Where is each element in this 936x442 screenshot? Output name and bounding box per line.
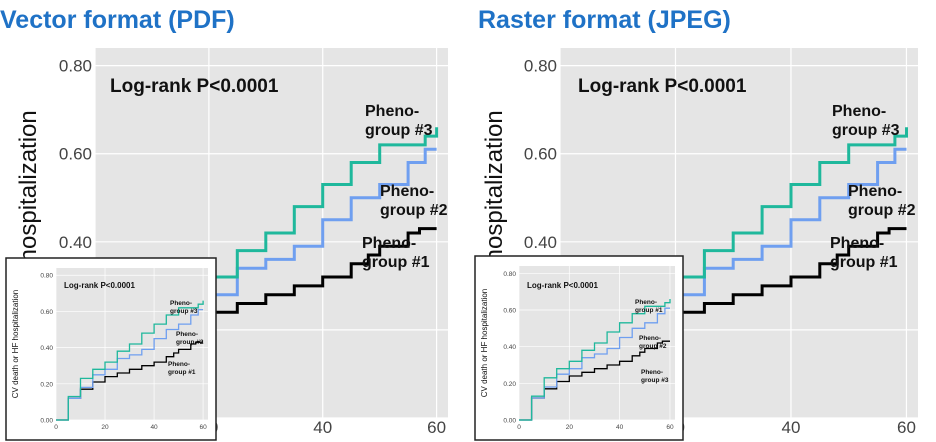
y-tick-label: 0.60 [524, 145, 557, 164]
inset-y-tick-label: 0.80 [503, 271, 516, 278]
inset-x-tick-label: 0 [517, 424, 521, 431]
series-label-3: group #3 [832, 122, 900, 139]
series-label-1: Pheno- [830, 235, 884, 252]
inset-series-line-3 [519, 299, 671, 421]
inset-series-label-3: Pheno- [170, 300, 192, 307]
panel-title-raster: Raster format (JPEG) [478, 6, 731, 34]
inset-y-tick-label: 0.00 [503, 418, 516, 425]
inset-series-label-1: group #1 [168, 369, 196, 376]
series-label-3: Pheno- [365, 103, 419, 120]
y-tick-label: 0.80 [59, 57, 92, 76]
logrank-annotation: Log-rank P<0.0001 [578, 76, 747, 97]
series-label-3: group #3 [365, 122, 433, 139]
inset-y-tick-label: 0.40 [40, 345, 53, 352]
inset-series-label-3: group #3 [170, 308, 198, 315]
series-label-2: Pheno- [380, 183, 434, 200]
logrank-annotation: Log-rank P<0.0001 [110, 76, 279, 97]
inset-series-label-3: Pheno- [641, 369, 663, 376]
inset-x-tick-label: 40 [150, 424, 158, 431]
y-tick-label: 0.60 [59, 145, 92, 164]
inset-x-tick-label: 0 [54, 424, 58, 431]
inset-series-label-1: Pheno- [168, 361, 190, 368]
inset-series-line-1 [519, 340, 670, 421]
x-tick-label: 40 [313, 418, 332, 437]
inset-series-label-2: group #2 [639, 343, 667, 350]
series-label-1: Pheno- [362, 235, 416, 252]
inset-series-label-1: group #1 [635, 307, 663, 314]
inset-y-axis-label: CV death or HF hospitalization [11, 290, 20, 399]
inset-series-label-2: Pheno- [639, 335, 661, 342]
panel-title-vector: Vector format (PDF) [0, 6, 235, 34]
inset-series-label-2: Pheno- [176, 331, 198, 338]
series-label-3: Pheno- [832, 103, 886, 120]
inset-logrank-annotation: Log-rank P<0.0001 [64, 281, 135, 290]
series-label-2: Pheno- [848, 183, 902, 200]
inset-y-tick-label: 0.00 [40, 418, 53, 425]
inset-y-tick-label: 0.20 [40, 381, 53, 388]
inset-series-label-2: group #2 [176, 339, 204, 346]
inset-logrank-annotation: Log-rank P<0.0001 [527, 281, 598, 290]
x-tick-label: 40 [782, 418, 801, 437]
inset-x-tick-label: 60 [666, 424, 674, 431]
inset-y-tick-label: 0.60 [40, 309, 53, 316]
inset-series-line-1 [56, 341, 204, 421]
series-label-2: group #2 [848, 202, 916, 219]
inset-y-tick-label: 0.80 [40, 273, 53, 280]
series-label-1: group #1 [362, 254, 430, 271]
x-tick-label: 60 [427, 418, 446, 437]
inset-series-label-1: Pheno- [635, 299, 657, 306]
inset-y-tick-label: 0.40 [503, 344, 516, 351]
panel-vector: 0.40 0.60 0.80 0 20 40 60 CV death or HF hospit… [5, 48, 448, 441]
inset-series-line-2 [519, 307, 670, 421]
series-label-2: group #2 [380, 202, 448, 219]
inset-x-tick-label: 20 [101, 424, 109, 431]
inset-series-line-2 [56, 308, 204, 421]
inset-y-axis-label: CV death or HF hospitalization [480, 289, 489, 398]
y-tick-label: 0.80 [524, 57, 557, 76]
y-tick-label: 0.40 [524, 233, 557, 252]
x-tick-label: 60 [897, 418, 916, 437]
inset-y-tick-label: 0.60 [503, 308, 516, 315]
inset-x-tick-label: 40 [616, 424, 624, 431]
inset-y-tick-label: 0.20 [503, 381, 516, 388]
inset-x-tick-label: 20 [566, 424, 574, 431]
inset-series-label-3: group #3 [641, 377, 669, 384]
panel-raster: 0.40 0.60 0.80 0 20 40 60 CV death or HF hospit… [474, 48, 918, 441]
y-tick-label: 0.40 [59, 233, 92, 252]
inset-x-tick-label: 60 [199, 424, 207, 431]
series-label-1: group #1 [830, 254, 898, 271]
inset-series-line-3 [56, 300, 204, 421]
